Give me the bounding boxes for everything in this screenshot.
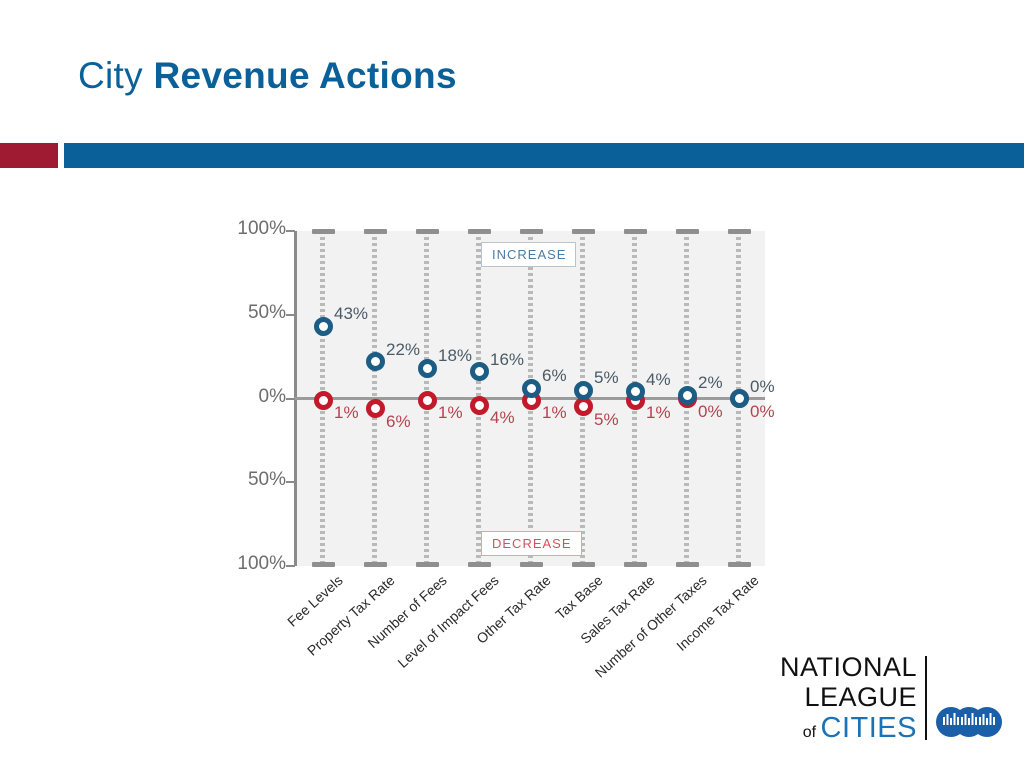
logo-skyline-circles-icon bbox=[936, 707, 1002, 742]
y-tick bbox=[286, 481, 295, 484]
stem-cap-top bbox=[363, 229, 387, 234]
page-title-bold: Revenue Actions bbox=[153, 55, 457, 96]
category-stem bbox=[372, 231, 377, 566]
logo-word-cities: CITIES bbox=[820, 712, 917, 744]
value-label-decrease: 1% bbox=[646, 403, 671, 423]
y-tick-label: 50% bbox=[247, 301, 286, 323]
stem-cap-top bbox=[467, 229, 491, 234]
value-label-decrease: 5% bbox=[594, 409, 619, 429]
revenue-actions-chart: 100% 50% 0% 50% 100% 43% 22% 18% 16% 6% 5% 4% 2% 0% 1… bbox=[228, 218, 788, 681]
banner bbox=[0, 143, 1024, 168]
stem-cap-bottom bbox=[415, 562, 439, 567]
logo-divider bbox=[925, 656, 927, 740]
data-marker-increase bbox=[521, 378, 541, 398]
banner-accent-block bbox=[0, 143, 58, 168]
value-label-increase: 43% bbox=[334, 304, 369, 324]
banner-bar bbox=[64, 143, 1024, 168]
stem-cap-bottom bbox=[467, 562, 491, 567]
data-marker-increase bbox=[365, 352, 385, 372]
page-title: City Revenue Actions bbox=[78, 55, 457, 97]
value-label-decrease: 1% bbox=[542, 403, 567, 423]
value-label-increase: 16% bbox=[490, 349, 525, 369]
value-label-increase: 2% bbox=[698, 373, 723, 393]
y-tick bbox=[286, 565, 295, 567]
data-marker-increase bbox=[469, 362, 489, 382]
stem-cap-top bbox=[571, 229, 595, 234]
stem-cap-bottom bbox=[311, 562, 335, 567]
stem-cap-top bbox=[675, 229, 699, 234]
value-label-increase: 22% bbox=[386, 339, 421, 359]
y-tick bbox=[286, 397, 295, 400]
y-tick-label: 50% bbox=[247, 469, 286, 491]
stem-cap-top bbox=[415, 229, 439, 234]
value-label-increase: 4% bbox=[646, 369, 671, 389]
y-tick bbox=[286, 230, 295, 232]
value-label-increase: 6% bbox=[542, 366, 567, 386]
stem-cap-bottom bbox=[571, 562, 595, 567]
stem-cap-top bbox=[311, 229, 335, 234]
logo-line-league: LEAGUE bbox=[804, 682, 917, 712]
category-label: Level of Impact Fees bbox=[394, 572, 502, 671]
national-league-of-cities-logo: NATIONAL LEAGUE of CITIES bbox=[762, 654, 1002, 754]
category-label: Property Tax Rate bbox=[303, 572, 398, 659]
data-marker-increase bbox=[677, 385, 697, 405]
data-marker-increase bbox=[313, 316, 333, 336]
logo-line-national: NATIONAL bbox=[779, 652, 917, 682]
y-tick-label: 0% bbox=[258, 385, 286, 407]
stem-cap-top bbox=[519, 229, 543, 234]
value-label-increase: 0% bbox=[750, 376, 775, 396]
logo-word-of: of bbox=[802, 724, 821, 741]
data-marker-increase bbox=[573, 380, 593, 400]
value-label-decrease: 0% bbox=[750, 401, 775, 421]
value-label-decrease: 6% bbox=[386, 411, 411, 431]
data-marker-decrease bbox=[313, 390, 333, 410]
value-label-decrease: 1% bbox=[334, 403, 359, 423]
data-marker-decrease bbox=[365, 399, 385, 419]
value-label-increase: 5% bbox=[594, 368, 619, 388]
data-marker-decrease bbox=[417, 390, 437, 410]
y-tick-label: 100% bbox=[237, 553, 286, 574]
data-marker-decrease bbox=[469, 395, 489, 415]
value-label-decrease: 0% bbox=[698, 401, 723, 421]
stem-cap-bottom bbox=[363, 562, 387, 567]
logo-line-of-cities: of CITIES bbox=[762, 714, 917, 743]
stem-cap-top bbox=[727, 229, 751, 234]
value-label-decrease: 1% bbox=[438, 403, 463, 423]
data-marker-decrease bbox=[573, 397, 593, 417]
stem-cap-top bbox=[623, 229, 647, 234]
stem-cap-bottom bbox=[675, 562, 699, 567]
data-marker-increase bbox=[729, 389, 749, 408]
legend-increase: INCREASE bbox=[481, 242, 577, 267]
stem-cap-bottom bbox=[727, 562, 751, 567]
page-title-light: City bbox=[78, 55, 154, 96]
logo-wordmark: NATIONAL LEAGUE of CITIES bbox=[762, 654, 917, 743]
data-marker-increase bbox=[625, 382, 645, 402]
stem-cap-bottom bbox=[519, 562, 543, 567]
data-marker-increase bbox=[417, 358, 437, 378]
value-label-increase: 18% bbox=[438, 346, 473, 366]
value-label-decrease: 4% bbox=[490, 408, 515, 428]
y-tick-label: 100% bbox=[237, 218, 286, 239]
y-tick bbox=[286, 313, 295, 316]
stem-cap-bottom bbox=[623, 562, 647, 567]
legend-decrease: DECREASE bbox=[481, 531, 582, 556]
